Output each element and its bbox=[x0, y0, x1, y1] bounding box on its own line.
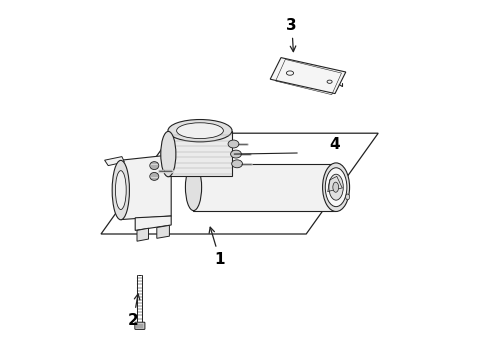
Ellipse shape bbox=[329, 174, 343, 200]
Polygon shape bbox=[270, 58, 346, 94]
Polygon shape bbox=[193, 164, 335, 211]
Ellipse shape bbox=[232, 160, 243, 168]
Ellipse shape bbox=[116, 171, 126, 210]
Ellipse shape bbox=[112, 161, 129, 220]
Ellipse shape bbox=[333, 182, 339, 192]
Ellipse shape bbox=[322, 163, 349, 212]
Text: 4: 4 bbox=[330, 136, 341, 152]
Polygon shape bbox=[104, 157, 124, 166]
Ellipse shape bbox=[150, 162, 159, 170]
Polygon shape bbox=[157, 225, 170, 238]
Ellipse shape bbox=[161, 131, 176, 177]
Polygon shape bbox=[121, 155, 171, 220]
Text: 2: 2 bbox=[128, 294, 140, 328]
Ellipse shape bbox=[176, 123, 223, 139]
Polygon shape bbox=[168, 131, 232, 176]
Polygon shape bbox=[135, 216, 171, 230]
Ellipse shape bbox=[228, 140, 239, 148]
Ellipse shape bbox=[325, 168, 347, 207]
Text: 3: 3 bbox=[287, 18, 297, 51]
Text: 1: 1 bbox=[209, 227, 225, 267]
FancyBboxPatch shape bbox=[135, 322, 145, 329]
Polygon shape bbox=[137, 228, 148, 241]
Ellipse shape bbox=[231, 150, 242, 158]
Ellipse shape bbox=[150, 172, 159, 180]
Ellipse shape bbox=[168, 120, 232, 142]
Ellipse shape bbox=[345, 194, 349, 200]
Ellipse shape bbox=[185, 164, 201, 211]
